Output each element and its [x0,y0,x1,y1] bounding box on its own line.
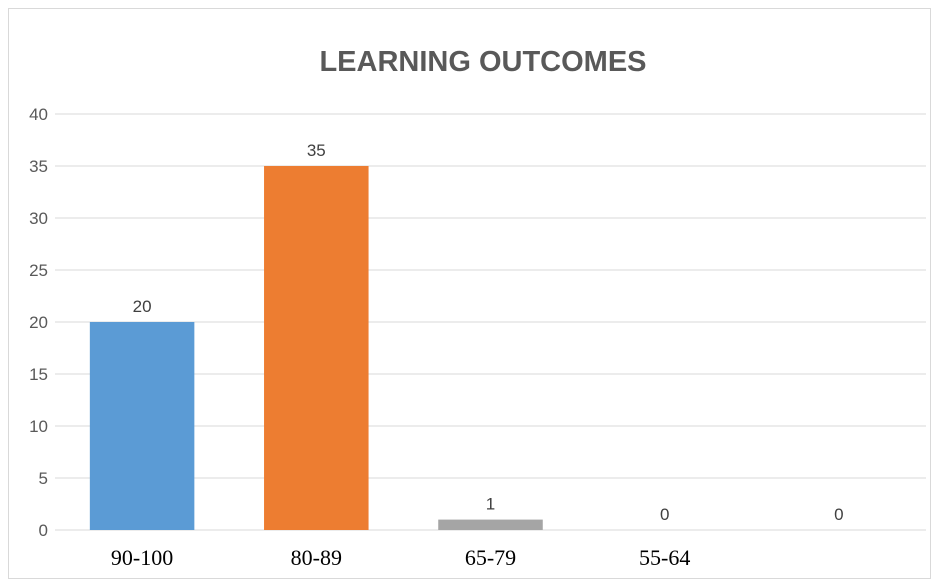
x-tick-label: 55-64 [639,545,690,570]
data-label: 35 [307,141,326,160]
y-tick-label: 0 [39,521,48,540]
y-tick-label: 15 [29,365,48,384]
y-tick-label: 40 [29,105,48,124]
x-axis-ticks: 90-100 80-89 65-79 55-64 [111,545,690,570]
data-label: 0 [834,505,843,524]
bars [89,166,543,530]
gridlines [55,113,926,531]
chart-title: LEARNING OUTCOMES [319,46,646,78]
data-label: 1 [486,495,495,514]
y-tick-label: 25 [29,261,48,280]
y-tick-label: 5 [39,469,48,488]
x-tick-label: 90-100 [111,545,173,570]
bar [89,322,195,530]
data-label: 20 [133,297,152,316]
data-labels: 20 35 1 0 0 [133,141,844,524]
y-tick-label: 35 [29,157,48,176]
bar [438,519,543,530]
y-tick-label: 30 [29,209,48,228]
y-axis-ticks: 0 5 10 15 20 25 30 35 40 [29,105,48,540]
y-tick-label: 20 [29,313,48,332]
x-tick-label: 80-89 [291,545,342,570]
y-tick-label: 10 [29,417,48,436]
bar [264,166,369,530]
data-label: 0 [660,505,669,524]
x-tick-label: 65-79 [465,545,516,570]
